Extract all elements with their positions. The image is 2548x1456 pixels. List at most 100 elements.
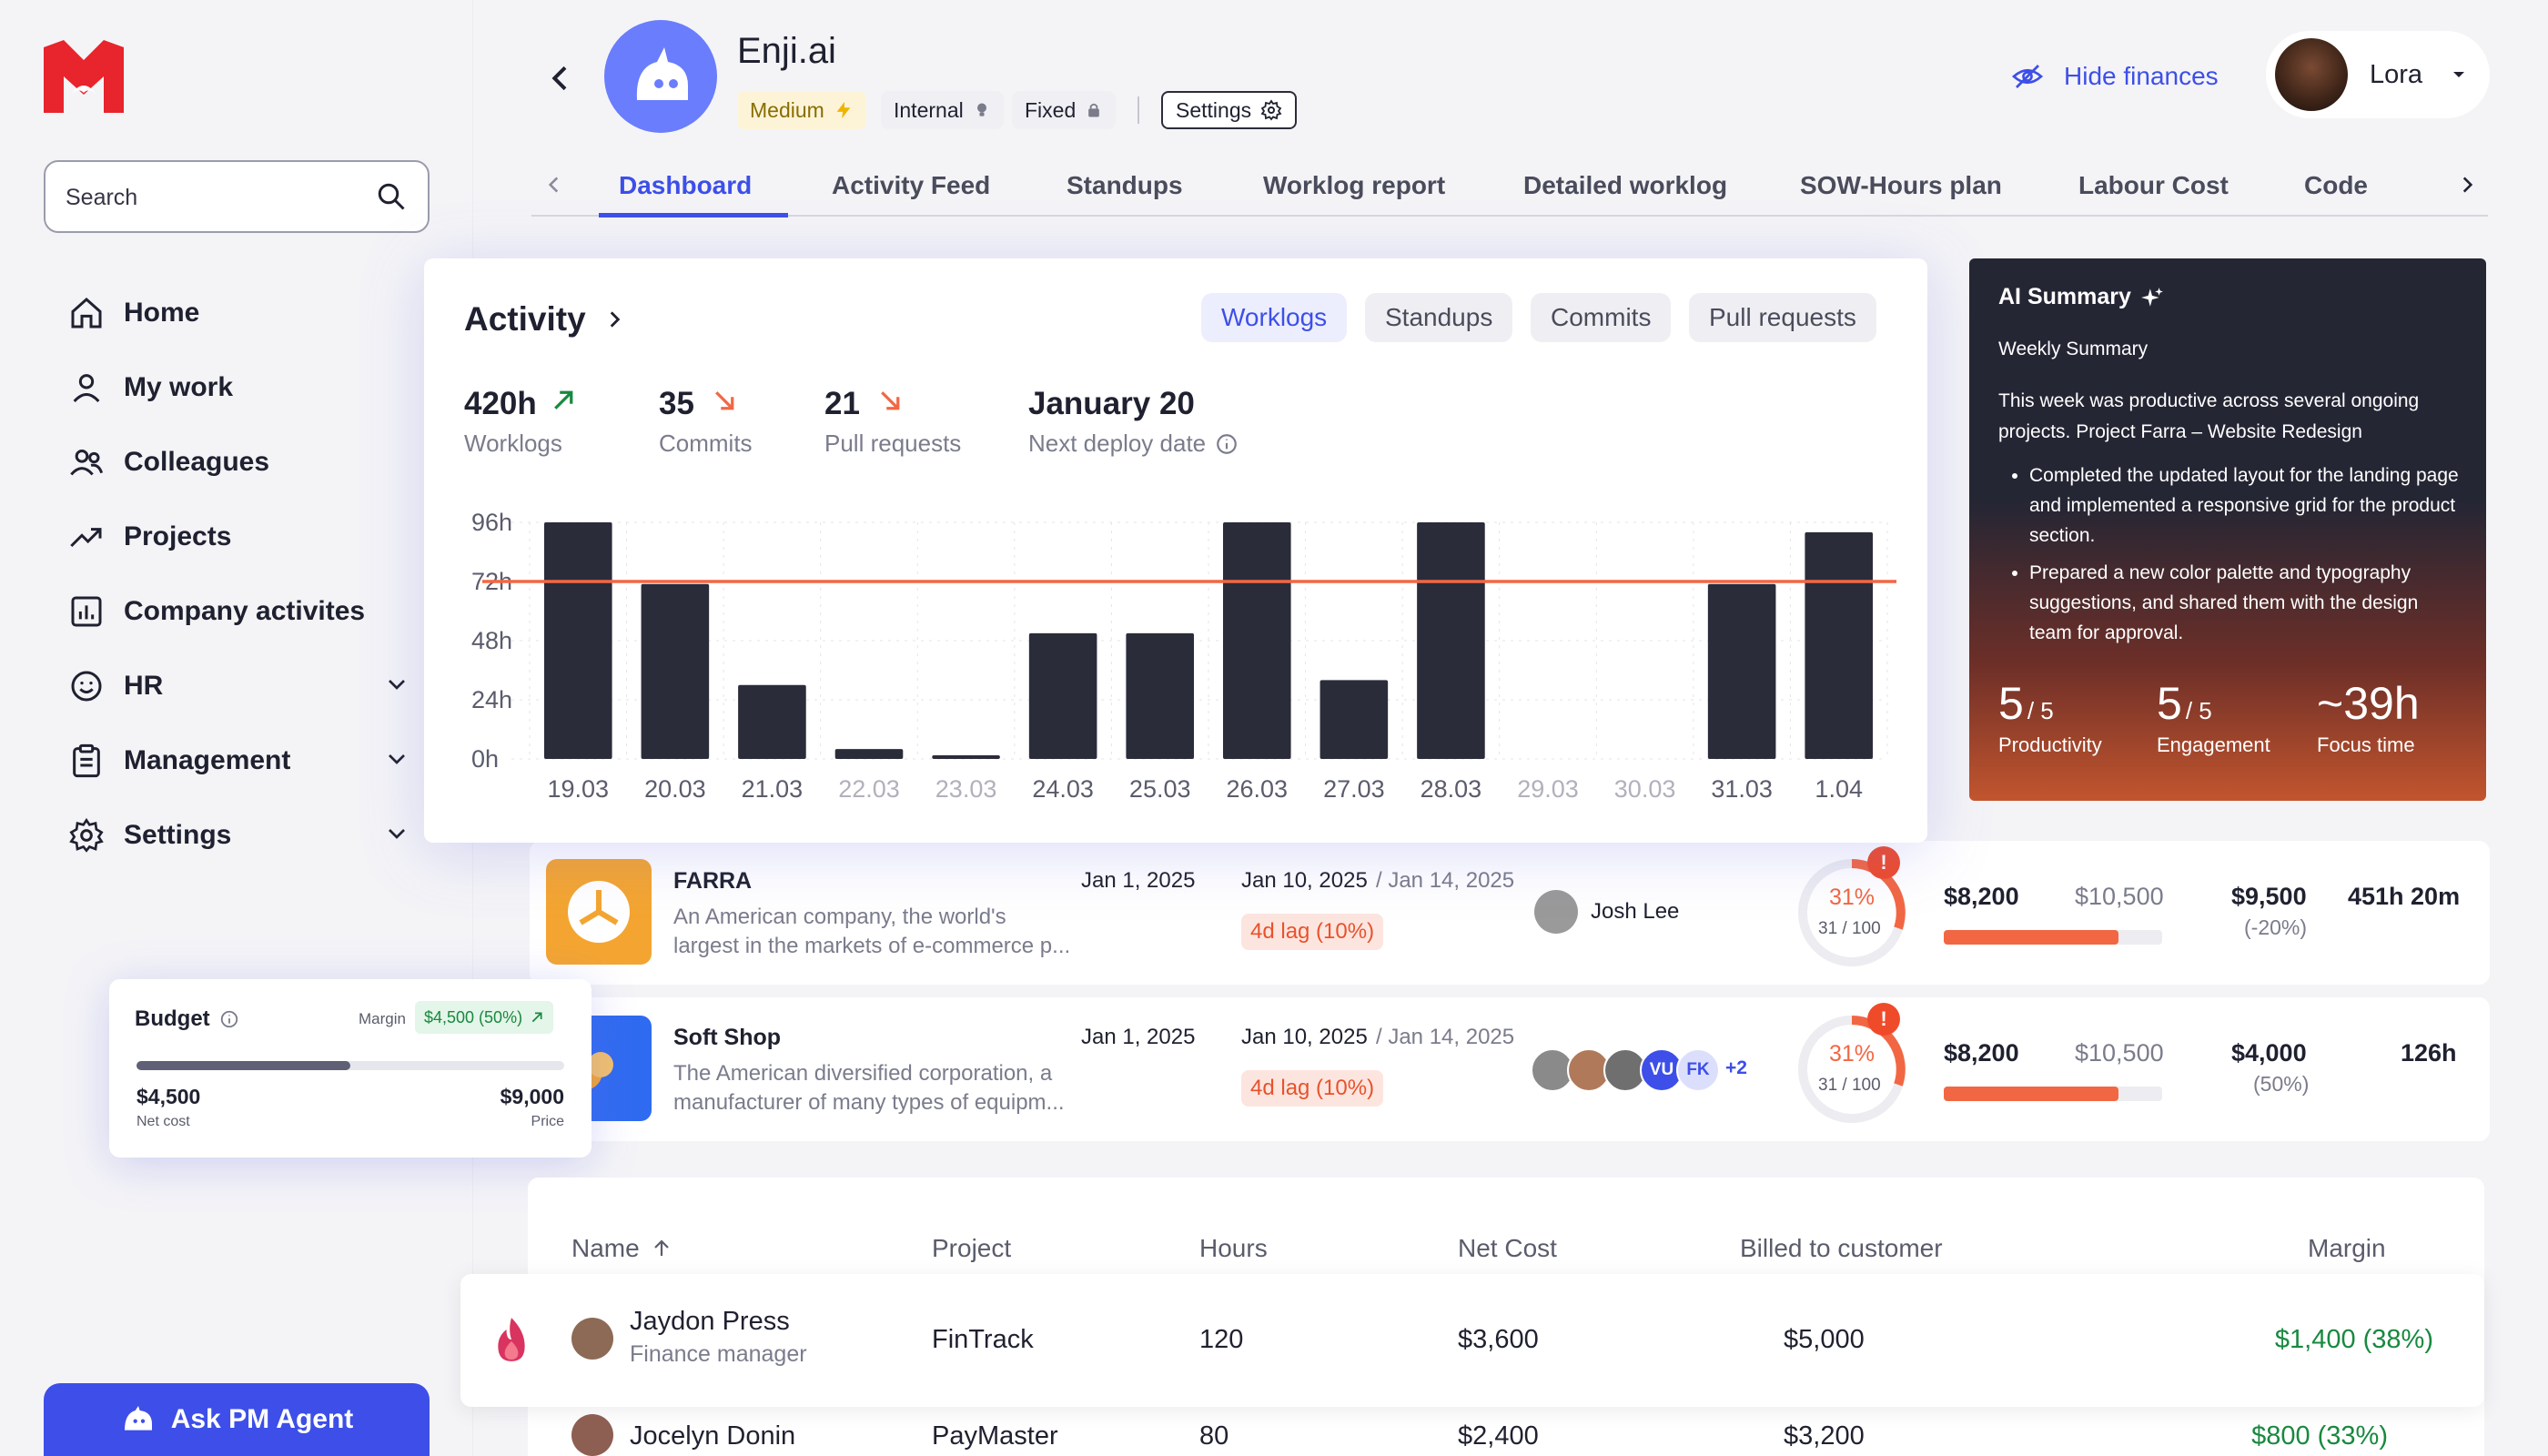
lock-icon	[1088, 103, 1100, 117]
metric-label: Productivity	[1998, 733, 2102, 756]
search-input[interactable]: Search	[44, 160, 430, 233]
bar[interactable]	[834, 749, 904, 759]
smile-icon	[66, 665, 107, 707]
column-header-margin[interactable]: Margin	[2308, 1234, 2386, 1262]
info-icon[interactable]	[1215, 432, 1239, 456]
bar[interactable]	[1320, 680, 1389, 759]
metric-label: Focus time	[2317, 733, 2415, 756]
billing-tag[interactable]: Fixed	[1012, 91, 1117, 129]
activity-card: Activity Worklogs Standups Commits Pull …	[424, 258, 1927, 843]
bar[interactable]	[1126, 632, 1195, 759]
activity-header[interactable]: Activity	[464, 300, 626, 339]
y-tick-label: 0h	[471, 745, 499, 773]
sidebar-item-settings[interactable]: Settings	[66, 810, 411, 861]
column-header-hours[interactable]: Hours	[1199, 1234, 1268, 1262]
project-row[interactable]: FARRA An American company, the world's l…	[530, 841, 2490, 985]
ask-pm-agent-button[interactable]: Ask PM Agent	[44, 1383, 430, 1456]
filter-worklogs[interactable]: Worklogs	[1201, 293, 1348, 342]
cell-hours: 80	[1199, 1421, 1229, 1451]
bar[interactable]	[641, 583, 710, 759]
bar[interactable]	[543, 522, 612, 759]
more-people-count[interactable]: +2	[1725, 1057, 1747, 1078]
bar[interactable]	[932, 754, 1000, 759]
sidebar-item-projects[interactable]: Projects	[66, 511, 411, 562]
tab-code[interactable]: Code	[2304, 171, 2368, 199]
fire-icon	[498, 1318, 525, 1361]
project-row[interactable]: Soft Shop The American diversified corpo…	[530, 997, 2490, 1141]
arrow-up-right-icon	[531, 1012, 542, 1023]
tab-activity-feed[interactable]: Activity Feed	[832, 171, 991, 199]
x-tick-label: 23.03	[935, 775, 997, 803]
avatar	[571, 1318, 613, 1360]
score-value: 31%	[1829, 885, 1876, 910]
tab-detailed-worklog[interactable]: Detailed worklog	[1523, 171, 1728, 199]
chevron-down-icon[interactable]	[382, 670, 411, 703]
x-tick-label: 30.03	[1614, 775, 1676, 803]
user-menu[interactable]: Lora	[2266, 31, 2490, 118]
x-tick-label: 28.03	[1421, 775, 1482, 803]
end-date: Jan 10, 2025	[1241, 868, 1368, 893]
alert-icon[interactable]: !	[1867, 1003, 1900, 1036]
sidebar-item-my-work[interactable]: My work	[66, 362, 411, 413]
cell-margin: $1,400 (38%)	[2274, 1325, 2433, 1354]
tab-worklog-report[interactable]: Worklog report	[1263, 171, 1446, 199]
bar[interactable]	[1417, 522, 1485, 759]
back-button[interactable]	[542, 60, 579, 101]
lightning-icon	[836, 101, 851, 119]
chevron-down-icon[interactable]	[382, 819, 411, 853]
agent-icon	[124, 1406, 152, 1431]
bar[interactable]	[1707, 583, 1776, 759]
column-header-net-cost[interactable]: Net Cost	[1458, 1234, 1557, 1262]
spent-value: $8,200	[1944, 1039, 2019, 1067]
table-row[interactable]: Jaydon Press Finance manager FinTrack 12…	[460, 1274, 2484, 1407]
tab-labour-cost[interactable]: Labour Cost	[2078, 171, 2229, 199]
sidebar-item-label: Management	[124, 745, 291, 775]
member-role: Finance manager	[630, 1341, 807, 1367]
sidebar-item-colleagues[interactable]: Colleagues	[66, 437, 411, 488]
tab-standups[interactable]: Standups	[1067, 171, 1183, 199]
bar[interactable]	[738, 684, 806, 759]
hide-finances-button[interactable]: Hide finances	[2011, 60, 2219, 93]
search-icon	[378, 183, 405, 210]
ai-summary-card: AI Summary Weekly Summary This week was …	[1969, 258, 2486, 801]
tabs-next-button[interactable]	[2455, 173, 2479, 201]
sort-up-icon	[653, 1239, 669, 1256]
stat-value: 35	[659, 386, 694, 421]
user-name: Lora	[2370, 59, 2423, 89]
metric-engagement: 5/ 5 Engagement	[2157, 677, 2270, 757]
chevron-down-icon[interactable]	[382, 744, 411, 778]
user-icon	[66, 367, 107, 409]
app-logo[interactable]	[44, 40, 124, 113]
settings-tag-button[interactable]: Settings	[1161, 91, 1298, 129]
budget-progress	[136, 1061, 564, 1070]
filter-pull-requests[interactable]: Pull requests	[1689, 293, 1876, 342]
budget-title: Budget	[135, 1006, 210, 1031]
type-tag[interactable]: Internal	[881, 91, 1004, 129]
priority-tag[interactable]: Medium	[737, 91, 866, 129]
filter-standups[interactable]: Standups	[1365, 293, 1513, 342]
cell-billed: $5,000	[1784, 1325, 1865, 1354]
sidebar-item-hr[interactable]: HR	[66, 661, 411, 712]
info-icon[interactable]	[219, 1009, 239, 1029]
column-header-billed[interactable]: Billed to customer	[1740, 1234, 1943, 1262]
bar[interactable]	[1222, 522, 1291, 759]
bar[interactable]	[1028, 632, 1097, 759]
tabs-prev-button[interactable]	[542, 173, 566, 201]
column-header-name[interactable]: Name	[571, 1234, 672, 1263]
filter-commits[interactable]: Commits	[1531, 293, 1672, 342]
tab-sow-hours-plan[interactable]: SOW-Hours plan	[1800, 171, 2002, 199]
metric-value: 5	[2157, 678, 2182, 729]
agent-icon	[636, 47, 688, 100]
tab-dashboard[interactable]: Dashboard	[619, 171, 753, 199]
column-header-project[interactable]: Project	[932, 1234, 1012, 1262]
stat-label-row: Next deploy date	[1028, 430, 1239, 458]
bar[interactable]	[1805, 531, 1874, 759]
cell-project: FinTrack	[932, 1325, 1034, 1354]
sidebar-item-company-activities[interactable]: Company activites	[66, 586, 411, 637]
stat-value: 21	[824, 386, 860, 421]
sidebar-item-management[interactable]: Management	[66, 735, 411, 786]
project-desc: An American company, the world's	[673, 905, 1006, 929]
sparkle-icon	[2140, 287, 2163, 307]
alert-icon[interactable]: !	[1867, 846, 1900, 879]
sidebar-item-home[interactable]: Home	[66, 288, 411, 339]
